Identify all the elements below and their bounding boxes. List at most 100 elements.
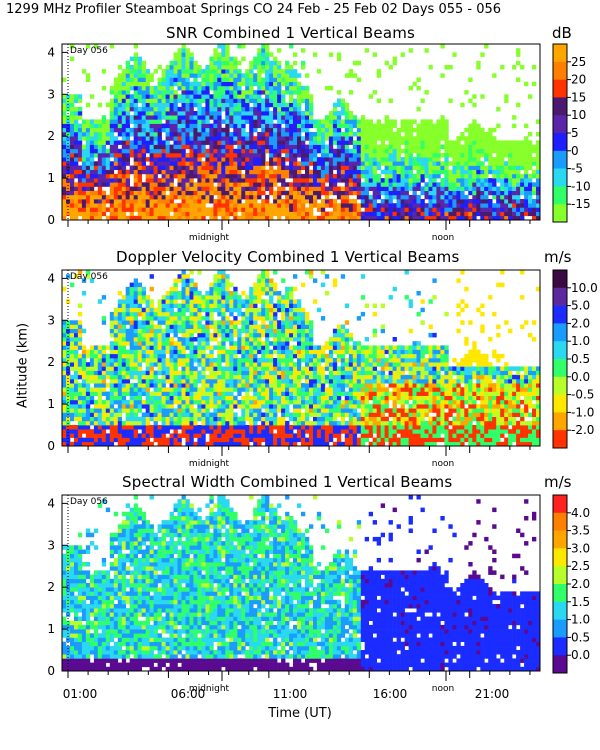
heatmap-cell	[77, 391, 83, 396]
heatmap-cell	[536, 140, 541, 145]
heatmap-cell	[253, 169, 258, 175]
heatmap-cell	[524, 81, 529, 87]
heatmap-cell	[169, 345, 174, 350]
heatmap-cell	[301, 153, 306, 158]
heatmap-cell	[384, 136, 389, 141]
heatmap-cell	[440, 115, 445, 120]
heatmap-cell	[81, 370, 87, 376]
heatmap-cell	[149, 379, 154, 384]
heatmap-cell	[225, 332, 230, 338]
heatmap-cell	[336, 194, 342, 200]
heatmap-cell	[89, 203, 95, 208]
heatmap-cell	[360, 182, 366, 187]
heatmap-cell	[81, 425, 87, 430]
heatmap-cell	[121, 102, 127, 108]
heatmap-cell	[229, 320, 234, 325]
heatmap-cell	[145, 316, 150, 321]
heatmap-cell	[412, 207, 417, 212]
heatmap-cell	[145, 345, 150, 350]
heatmap-cell	[161, 199, 166, 204]
heatmap-cell	[221, 60, 226, 66]
heatmap-cell	[197, 328, 202, 334]
heatmap-cell	[189, 207, 194, 212]
heatmap-cell	[133, 282, 138, 288]
heatmap-cell	[536, 165, 541, 170]
heatmap-cell	[356, 173, 362, 179]
heatmap-cell	[137, 379, 142, 384]
heatmap-cell	[209, 282, 214, 288]
heatmap-cell	[185, 374, 190, 380]
heatmap-cell	[169, 98, 174, 103]
heatmap-cell	[233, 119, 238, 124]
heatmap-cell	[193, 408, 198, 413]
heatmap-cell	[165, 148, 170, 154]
heatmap-cell	[165, 370, 170, 376]
heatmap-cell	[213, 404, 218, 409]
heatmap-cell	[352, 157, 358, 162]
heatmap-cell	[117, 85, 123, 91]
heatmap-cell	[101, 353, 107, 359]
heatmap-cell	[209, 81, 214, 87]
heatmap-cell	[97, 441, 103, 447]
heatmap-cell	[209, 94, 214, 99]
heatmap-cell	[233, 211, 238, 217]
heatmap-cell	[101, 207, 107, 212]
heatmap-cell	[213, 299, 218, 304]
heatmap-cell	[205, 395, 210, 401]
heatmap-cell	[424, 207, 429, 212]
heatmap-cell	[253, 136, 258, 141]
heatmap-cell	[85, 148, 91, 154]
heatmap-cell	[424, 203, 429, 208]
heatmap-cell	[133, 123, 138, 129]
heatmap-cell	[372, 211, 377, 217]
heatmap-cell	[169, 102, 174, 108]
heatmap-cell	[536, 207, 541, 212]
heatmap-cell	[133, 73, 138, 78]
heatmap-cell	[153, 182, 158, 187]
heatmap-cell	[165, 291, 170, 296]
heatmap-cell	[201, 111, 206, 116]
heatmap-cell	[157, 140, 162, 145]
heatmap-cell	[237, 115, 242, 120]
heatmap-cell	[400, 52, 405, 57]
heatmap-cell	[153, 425, 158, 430]
heatmap-cell	[189, 136, 194, 141]
heatmap-cell	[93, 215, 99, 221]
heatmap-cell	[177, 425, 182, 430]
heatmap-cell	[416, 153, 421, 158]
heatmap-cell	[297, 132, 302, 137]
heatmap-cell	[197, 115, 202, 120]
heatmap-cell	[328, 52, 334, 57]
heatmap-cell	[145, 408, 150, 413]
heatmap-cell	[253, 123, 258, 129]
heatmap-cell	[221, 437, 226, 443]
heatmap-cell	[193, 328, 198, 334]
heatmap-cell	[328, 182, 334, 187]
heatmap-cell	[133, 169, 138, 175]
heatmap-cell	[177, 320, 182, 325]
heatmap-cell	[205, 194, 210, 200]
heatmap-cell	[77, 374, 83, 380]
heatmap-cell	[428, 207, 433, 212]
heatmap-cell	[372, 182, 377, 187]
heatmap-cell	[189, 412, 194, 417]
heatmap-cell	[332, 111, 338, 116]
heatmap-cell	[77, 433, 83, 438]
heatmap-cell	[500, 144, 505, 150]
heatmap-cell	[504, 98, 509, 103]
heatmap-cell	[253, 215, 258, 221]
heatmap-cell	[121, 215, 127, 221]
heatmap-cell	[257, 115, 262, 120]
heatmap-cell	[62, 408, 67, 413]
heatmap-cell	[217, 399, 222, 405]
heatmap-cell	[344, 102, 350, 108]
heatmap-cell	[129, 345, 134, 350]
heatmap-cell	[137, 77, 142, 82]
heatmap-cell	[257, 215, 262, 221]
heatmap-cell	[217, 320, 222, 325]
heatmap-cell	[181, 370, 186, 376]
heatmap-cell	[109, 127, 115, 133]
heatmap-cell	[524, 203, 529, 208]
heatmap-cell	[253, 211, 258, 217]
heatmap-cell	[97, 362, 103, 367]
